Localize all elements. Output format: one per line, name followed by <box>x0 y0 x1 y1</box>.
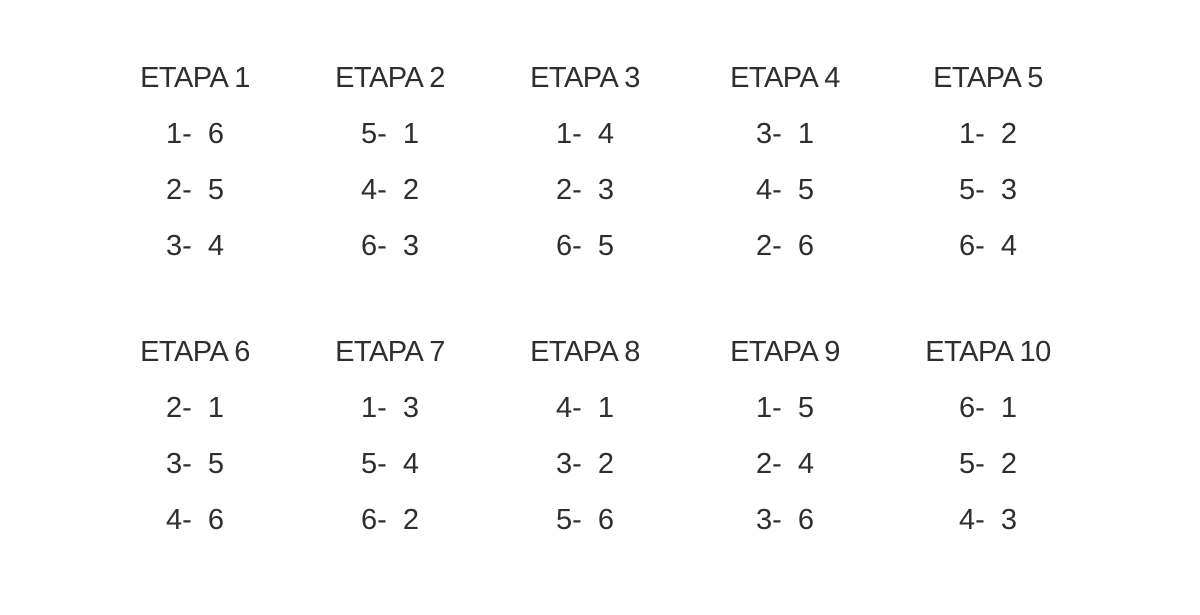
stage-title: ETAPA 10 <box>925 336 1051 368</box>
match: 1- 2 <box>958 118 1018 150</box>
match: 3- 4 <box>165 230 225 262</box>
match: 2- 6 <box>755 230 815 262</box>
match: 5- 6 <box>555 504 615 536</box>
match: 1- 3 <box>360 392 420 424</box>
match: 1- 5 <box>755 392 815 424</box>
match: 4- 6 <box>165 504 225 536</box>
stage-title: ETAPA 2 <box>335 62 445 94</box>
match: 6- 3 <box>360 230 420 262</box>
stage-block: ETAPA 7 1- 3 5- 4 6- 2 <box>295 324 485 548</box>
stage-title: ETAPA 9 <box>730 336 840 368</box>
match: 4- 5 <box>755 174 815 206</box>
match: 3- 6 <box>755 504 815 536</box>
match: 5- 1 <box>360 118 420 150</box>
stage-title: ETAPA 7 <box>335 336 445 368</box>
stage-title: ETAPA 1 <box>140 62 250 94</box>
match: 2- 5 <box>165 174 225 206</box>
stage-block: ETAPA 4 3- 1 4- 5 2- 6 <box>690 50 880 274</box>
stage-block: ETAPA 9 1- 5 2- 4 3- 6 <box>690 324 880 548</box>
stage-block: ETAPA 5 1- 2 5- 3 6- 4 <box>893 50 1083 274</box>
match: 5- 2 <box>958 448 1018 480</box>
match: 3- 1 <box>755 118 815 150</box>
match: 5- 3 <box>958 174 1018 206</box>
stage-title: ETAPA 5 <box>933 62 1043 94</box>
stage-block: ETAPA 10 6- 1 5- 2 4- 3 <box>893 324 1083 548</box>
match: 4- 3 <box>958 504 1018 536</box>
match: 6- 5 <box>555 230 615 262</box>
match: 6- 2 <box>360 504 420 536</box>
match: 2- 3 <box>555 174 615 206</box>
match: 3- 5 <box>165 448 225 480</box>
stage-title: ETAPA 3 <box>530 62 640 94</box>
stage-block: ETAPA 6 2- 1 3- 5 4- 6 <box>100 324 290 548</box>
stage-block: ETAPA 1 1- 6 2- 5 3- 4 <box>100 50 290 274</box>
stage-title: ETAPA 6 <box>140 336 250 368</box>
match: 2- 4 <box>755 448 815 480</box>
match: 4- 1 <box>555 392 615 424</box>
stage-title: ETAPA 8 <box>530 336 640 368</box>
match: 4- 2 <box>360 174 420 206</box>
stage-block: ETAPA 2 5- 1 4- 2 6- 3 <box>295 50 485 274</box>
stage-block: ETAPA 3 1- 4 2- 3 6- 5 <box>490 50 680 274</box>
match: 1- 4 <box>555 118 615 150</box>
stage-title: ETAPA 4 <box>730 62 840 94</box>
match: 6- 1 <box>958 392 1018 424</box>
match: 2- 1 <box>165 392 225 424</box>
match: 3- 2 <box>555 448 615 480</box>
match: 6- 4 <box>958 230 1018 262</box>
match: 1- 6 <box>165 118 225 150</box>
stage-block: ETAPA 8 4- 1 3- 2 5- 6 <box>490 324 680 548</box>
match: 5- 4 <box>360 448 420 480</box>
